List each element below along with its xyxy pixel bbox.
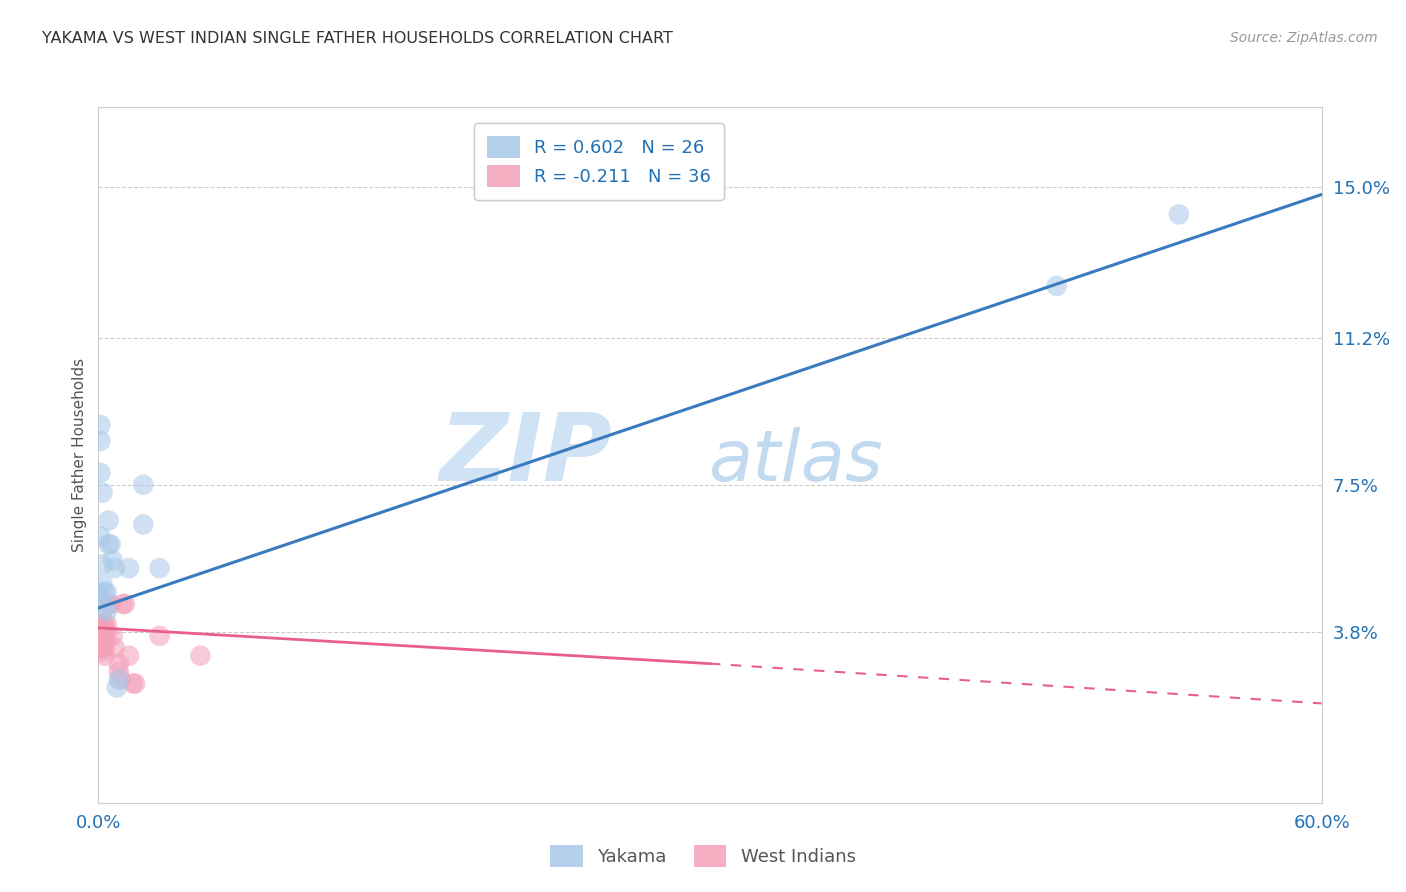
Point [93, 616, 115, 631]
Point [89, 637, 111, 651]
Point [110, 673, 132, 687]
Point [89, 434, 111, 448]
Point [108, 665, 131, 679]
Text: ZIP: ZIP [439, 409, 612, 501]
Point [93, 640, 115, 655]
Point [87, 589, 110, 603]
Point [96, 616, 118, 631]
Point [101, 553, 124, 567]
Point [89, 466, 111, 480]
Point [118, 648, 141, 663]
Point [91, 629, 114, 643]
Point [118, 561, 141, 575]
Point [149, 629, 172, 643]
Point [104, 640, 127, 655]
Point [101, 629, 124, 643]
Point [91, 624, 114, 639]
Point [93, 601, 115, 615]
Point [87, 585, 110, 599]
Point [96, 632, 118, 647]
Point [100, 537, 122, 551]
Point [89, 418, 111, 433]
Point [91, 621, 114, 635]
Point [1045, 279, 1069, 293]
Point [1167, 207, 1189, 221]
Text: YAKAMA VS WEST INDIAN SINGLE FATHER HOUSEHOLDS CORRELATION CHART: YAKAMA VS WEST INDIAN SINGLE FATHER HOUS… [42, 31, 673, 46]
Legend: R = 0.602   N = 26, R = -0.211   N = 36: R = 0.602 N = 26, R = -0.211 N = 36 [474, 123, 724, 200]
Point [91, 616, 114, 631]
Point [91, 645, 114, 659]
Y-axis label: Single Father Households: Single Father Households [72, 358, 87, 552]
Point [93, 585, 115, 599]
Point [122, 676, 145, 690]
Point [96, 585, 118, 599]
Point [100, 597, 122, 611]
Point [97, 597, 120, 611]
Point [89, 629, 111, 643]
Point [91, 485, 114, 500]
Point [93, 648, 115, 663]
Point [96, 605, 118, 619]
Point [91, 577, 114, 591]
Point [149, 561, 172, 575]
Point [188, 648, 212, 663]
Point [89, 632, 111, 647]
Point [105, 681, 128, 695]
Point [91, 558, 114, 572]
Point [91, 632, 114, 647]
Point [91, 637, 114, 651]
Point [97, 514, 120, 528]
Point [91, 640, 114, 655]
Point [124, 676, 146, 690]
Point [132, 517, 155, 532]
Point [87, 616, 110, 631]
Point [111, 597, 134, 611]
Point [104, 561, 127, 575]
Point [132, 477, 155, 491]
Point [108, 657, 131, 671]
Text: atlas: atlas [709, 427, 883, 496]
Point [93, 632, 115, 647]
Point [89, 616, 111, 631]
Point [93, 624, 115, 639]
Legend: Yakama, West Indians: Yakama, West Indians [543, 838, 863, 874]
Point [89, 624, 111, 639]
Point [97, 537, 120, 551]
Point [108, 673, 131, 687]
Text: Source: ZipAtlas.com: Source: ZipAtlas.com [1230, 31, 1378, 45]
Point [96, 624, 118, 639]
Point [114, 597, 136, 611]
Point [89, 529, 111, 543]
